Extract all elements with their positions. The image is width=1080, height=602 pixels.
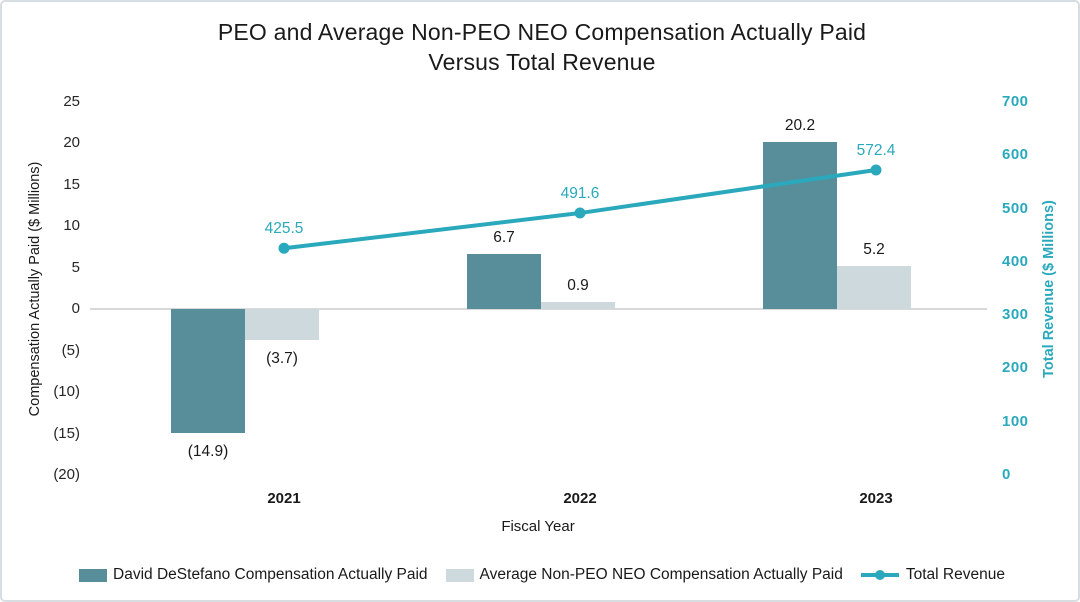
right-axis-tick-label: 200 — [1002, 359, 1029, 377]
left-axis-tick-label: 20 — [63, 134, 80, 152]
bar-peo-2022 — [467, 253, 541, 310]
left-axis-tick-label: (10) — [53, 383, 80, 401]
right-axis-tick-label: 700 — [1002, 93, 1029, 110]
legend-item-revenue: Total Revenue — [860, 566, 1005, 584]
legend-label-peo: David DeStefano Compensation Actually Pa… — [113, 566, 428, 583]
bar-value-label: 0.9 — [567, 276, 589, 294]
total-revenue-line — [278, 164, 882, 254]
right-axis-tick-label: 100 — [1002, 412, 1029, 430]
legend-dot-icon — [874, 570, 885, 580]
x-axis-title: Fiscal Year — [501, 518, 575, 535]
chart-title-line2: Versus Total Revenue — [428, 49, 656, 75]
legend-label-revenue: Total Revenue — [905, 566, 1005, 583]
line-value-label: 425.5 — [264, 220, 304, 238]
line-value-label: 491.6 — [560, 185, 600, 203]
bar-peo-2021 — [171, 309, 245, 433]
left-axis-tick-label: 15 — [63, 175, 80, 193]
bar-value-label: (14.9) — [187, 442, 229, 460]
x-tick-2023: 2023 — [859, 490, 893, 507]
line-point-marker — [278, 242, 290, 254]
chart-title-line1: PEO and Average Non-PEO NEO Compensation… — [217, 19, 867, 45]
left-axis-tick-label: (20) — [53, 466, 80, 483]
bar-neo-2021 — [245, 309, 319, 340]
legend: David DeStefano Compensation Actually Pa… — [2, 566, 1078, 584]
x-tick-2021: 2021 — [267, 490, 301, 507]
bar-peo-2023 — [763, 141, 837, 310]
bar-value-label: (3.7) — [266, 349, 298, 367]
bar-value-label: 6.7 — [493, 228, 515, 246]
legend-item-neo: Average Non-PEO NEO Compensation Actuall… — [445, 566, 843, 584]
left-axis-tick-label: (5) — [61, 341, 80, 359]
right-axis-tick-label: 500 — [1002, 199, 1029, 217]
left-axis-tick-label: 10 — [63, 217, 80, 235]
bar-value-label: 20.2 — [784, 116, 816, 134]
bar-neo-2023 — [837, 266, 911, 310]
legend-swatch-peo-bar — [79, 568, 108, 582]
line-point-marker — [574, 207, 586, 219]
legend-item-peo: David DeStefano Compensation Actually Pa… — [79, 566, 428, 584]
line-point-marker — [870, 164, 882, 176]
right-axis-tick-label: 400 — [1002, 252, 1029, 270]
right-axis-tick-label: 0 — [1002, 466, 1011, 483]
left-axis-tick-label: 25 — [63, 93, 80, 110]
right-axis-tick-label: 600 — [1002, 146, 1029, 164]
left-axis-tick-label: 0 — [71, 300, 80, 318]
bar-neo-2022 — [541, 301, 615, 310]
legend-swatch-neo-bar — [445, 568, 474, 582]
right-axis-tick-label: 300 — [1002, 306, 1029, 324]
x-axis-zero-line — [90, 308, 987, 311]
x-tick-2022: 2022 — [563, 490, 597, 507]
left-axis-tick-label: 5 — [71, 258, 80, 276]
legend-label-neo: Average Non-PEO NEO Compensation Actuall… — [479, 566, 843, 583]
bar-value-label: 5.2 — [863, 241, 885, 259]
right-axis-title: Total Revenue ($ Millions) — [1041, 200, 1057, 378]
left-axis-title: Compensation Actually Paid ($ Millions) — [27, 161, 43, 417]
left-axis-tick-label: (15) — [53, 424, 80, 442]
legend-line-marker-icon — [860, 570, 899, 580]
chart-title: PEO and Average Non-PEO NEO Compensation… — [2, 17, 1078, 77]
line-value-label: 572.4 — [856, 141, 896, 159]
